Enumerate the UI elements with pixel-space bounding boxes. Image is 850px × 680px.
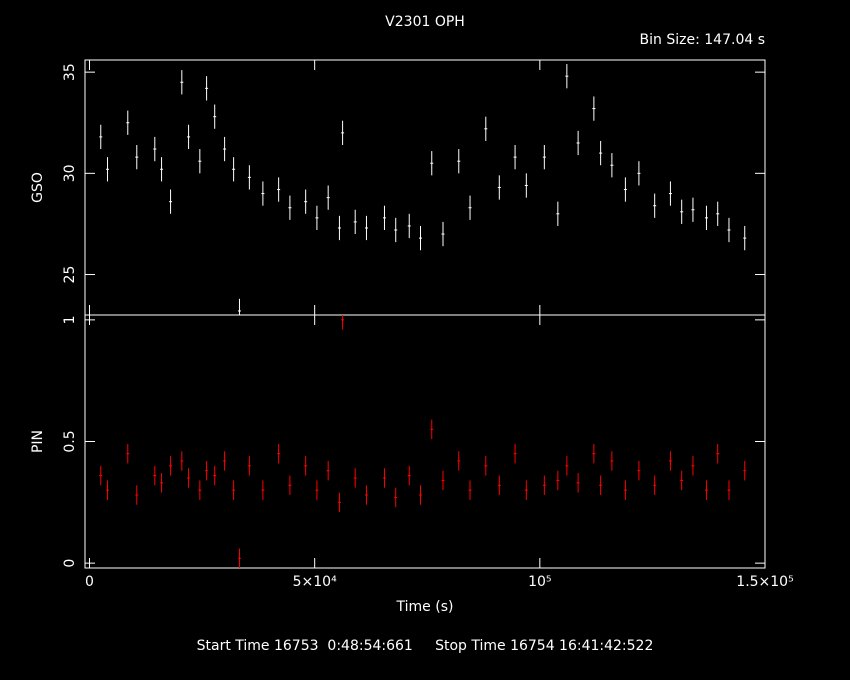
x-tick-label: 5×10⁴ — [293, 574, 337, 590]
y-tick-label: 35 — [62, 63, 78, 81]
y-tick-label: 1 — [62, 315, 78, 324]
x-tick-label: 0 — [85, 574, 94, 590]
time-range: Start Time 16753 0:48:54:661 Stop Time 1… — [197, 638, 654, 654]
panel-frame — [84, 59, 766, 316]
y-axis-label: PIN — [30, 430, 46, 453]
y-tick-label: 25 — [62, 266, 78, 284]
x-tick-label: 1.5×10⁵ — [736, 574, 793, 590]
panel-frame — [84, 314, 766, 569]
y-tick-label: 30 — [62, 164, 78, 182]
y-tick-label: 0.5 — [62, 430, 78, 452]
x-tick-label: 10⁵ — [528, 574, 551, 590]
y-axis-label: GSO — [30, 172, 46, 203]
y-tick-label: 0 — [62, 559, 78, 568]
x-axis-label: Time (s) — [396, 599, 454, 615]
chart-title: V2301 OPH — [385, 14, 465, 30]
bin-size: Bin Size: 147.04 s — [640, 32, 765, 48]
